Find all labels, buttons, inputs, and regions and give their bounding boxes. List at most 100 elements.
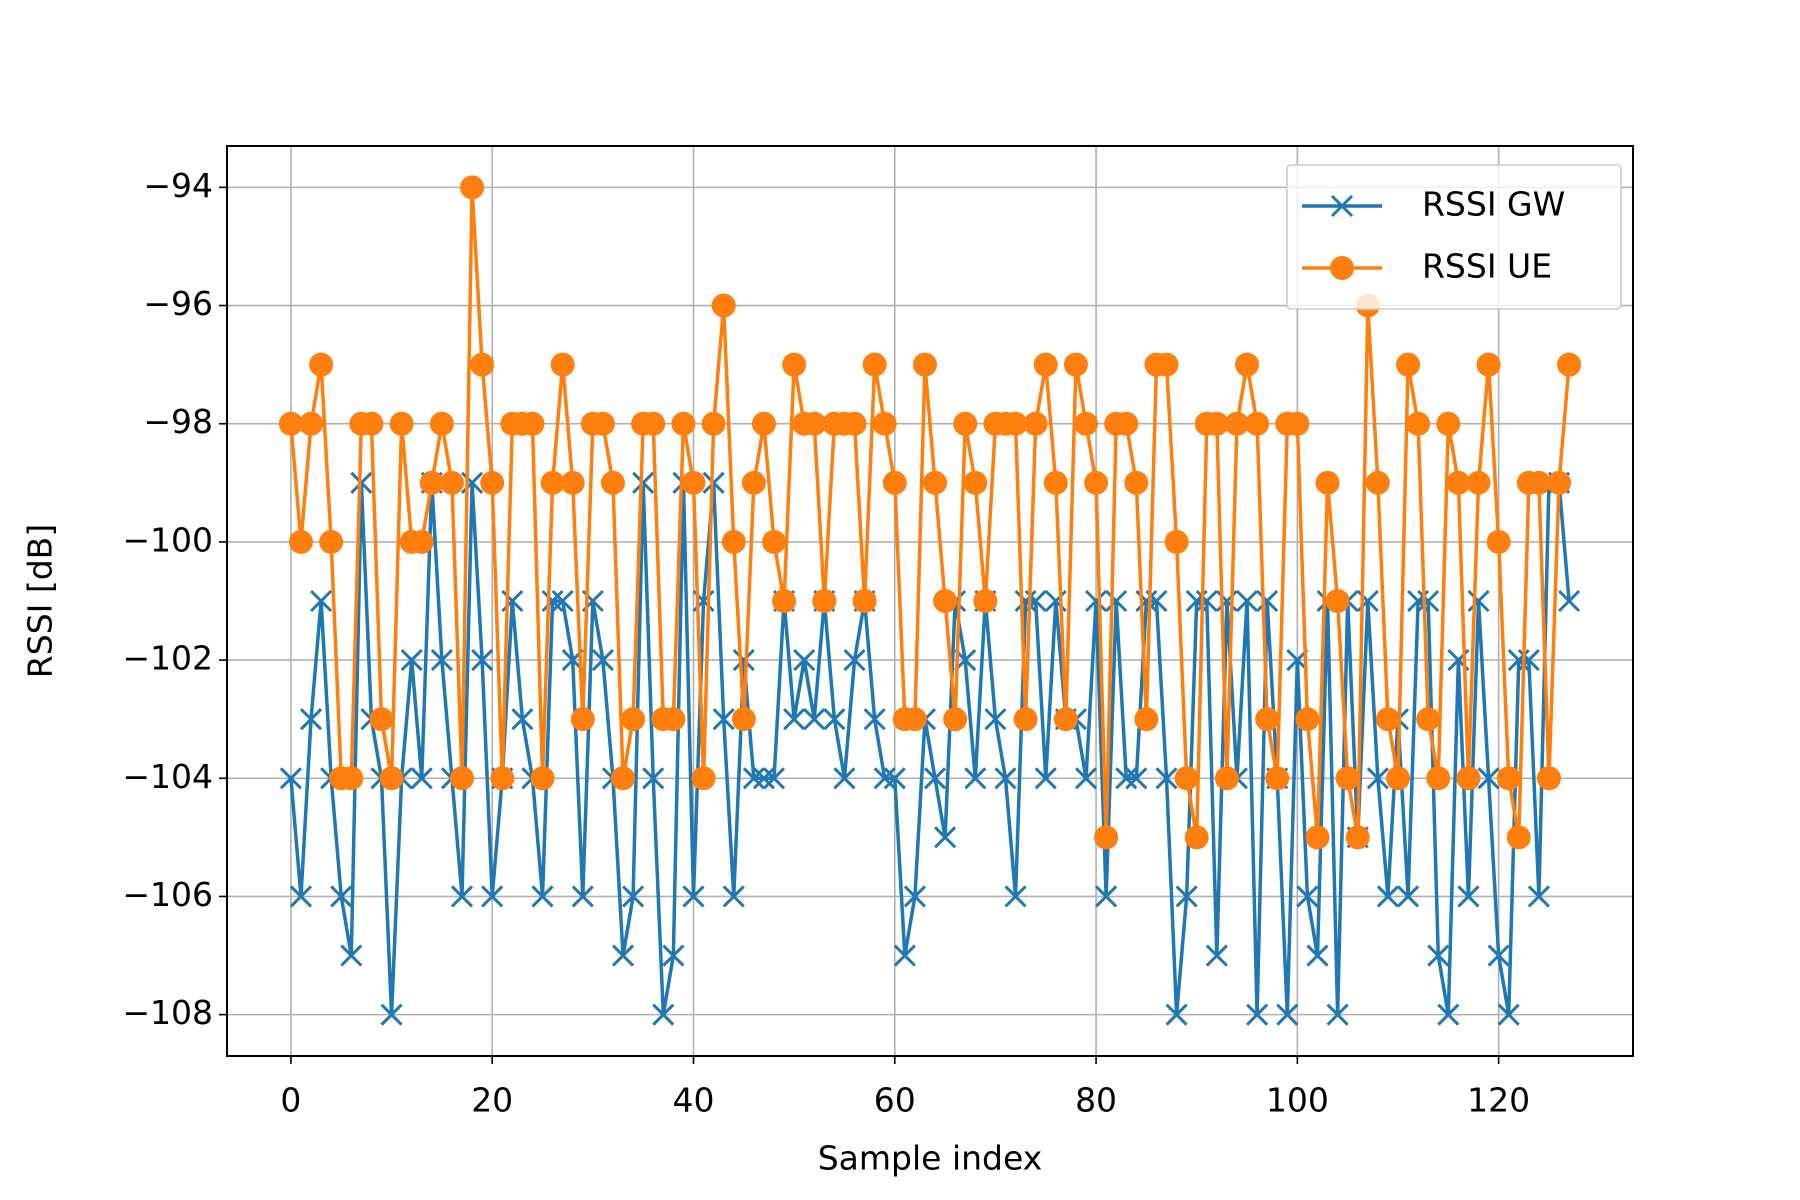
point [1365, 470, 1390, 495]
point [1547, 470, 1572, 495]
y-tick-label: −96 [143, 284, 213, 323]
point [289, 885, 313, 908]
legend: RSSI GW RSSI UE [1286, 164, 1622, 310]
point [1095, 885, 1118, 908]
point [409, 529, 434, 554]
point [873, 767, 896, 790]
point [1467, 589, 1490, 613]
point [721, 529, 746, 554]
point [1335, 766, 1360, 791]
point [701, 411, 726, 436]
point [1295, 707, 1320, 732]
point [511, 708, 534, 731]
point [1013, 707, 1038, 732]
point [1496, 766, 1521, 791]
point [661, 707, 686, 732]
point [842, 411, 867, 436]
point [450, 766, 475, 791]
point [1366, 767, 1389, 790]
point [843, 649, 866, 672]
point [691, 766, 716, 791]
point [1134, 707, 1159, 732]
point [1427, 944, 1450, 967]
y-tick-label: −94 [143, 166, 213, 205]
point [400, 649, 423, 672]
point [1224, 411, 1249, 436]
point [1204, 411, 1229, 436]
point [1526, 470, 1551, 495]
point [520, 411, 545, 436]
point [882, 470, 907, 495]
point [490, 766, 515, 791]
point [883, 767, 906, 790]
point [299, 708, 323, 731]
point [923, 767, 947, 790]
point [1385, 766, 1410, 791]
point [1073, 411, 1098, 436]
point [762, 529, 787, 554]
point [933, 589, 958, 613]
point [1003, 411, 1028, 436]
point [1235, 589, 1259, 613]
point [1486, 529, 1511, 554]
point [862, 352, 887, 377]
point [531, 885, 554, 908]
point [1105, 589, 1128, 613]
x-tick-label: 0 [280, 1081, 301, 1120]
point [1205, 944, 1228, 967]
point [1184, 825, 1209, 850]
point [751, 411, 776, 436]
point [1456, 766, 1481, 791]
point [1094, 825, 1119, 850]
point [1023, 411, 1048, 436]
point [912, 352, 937, 377]
point [340, 944, 363, 967]
point [570, 707, 595, 732]
point [1063, 352, 1088, 377]
point [984, 708, 1007, 731]
point [1164, 529, 1189, 554]
point [662, 944, 685, 967]
point [430, 649, 453, 672]
point [590, 411, 615, 436]
legend-marker [1330, 256, 1354, 280]
point [1084, 589, 1108, 613]
point [1506, 825, 1531, 850]
point [1487, 944, 1510, 967]
point [1306, 944, 1329, 967]
point [1033, 352, 1058, 377]
point [902, 707, 927, 732]
legend-label: RSSI UE [1422, 247, 1552, 286]
point [863, 708, 886, 731]
point [1034, 767, 1057, 790]
y-tick-label: −106 [122, 875, 213, 914]
point [1497, 1003, 1520, 1026]
point [1114, 411, 1139, 436]
point [1558, 589, 1581, 613]
x-tick-label: 120 [1467, 1081, 1530, 1120]
point [681, 470, 706, 495]
point [1256, 589, 1279, 613]
point [389, 411, 414, 436]
point [782, 352, 807, 377]
point [369, 707, 394, 732]
point [429, 411, 454, 436]
point [833, 767, 856, 790]
point [1477, 767, 1500, 790]
point [319, 529, 344, 554]
point [1155, 767, 1178, 790]
point [953, 411, 978, 436]
point [530, 766, 555, 791]
point [1325, 589, 1350, 613]
point [622, 885, 645, 908]
point [772, 589, 797, 613]
point [1175, 885, 1198, 908]
point [803, 708, 826, 731]
point [591, 649, 614, 672]
x-tick-label: 80 [1075, 1081, 1117, 1120]
point [1014, 589, 1037, 613]
point [1527, 885, 1550, 908]
point [1043, 470, 1068, 495]
point [279, 767, 302, 790]
point [632, 471, 655, 494]
